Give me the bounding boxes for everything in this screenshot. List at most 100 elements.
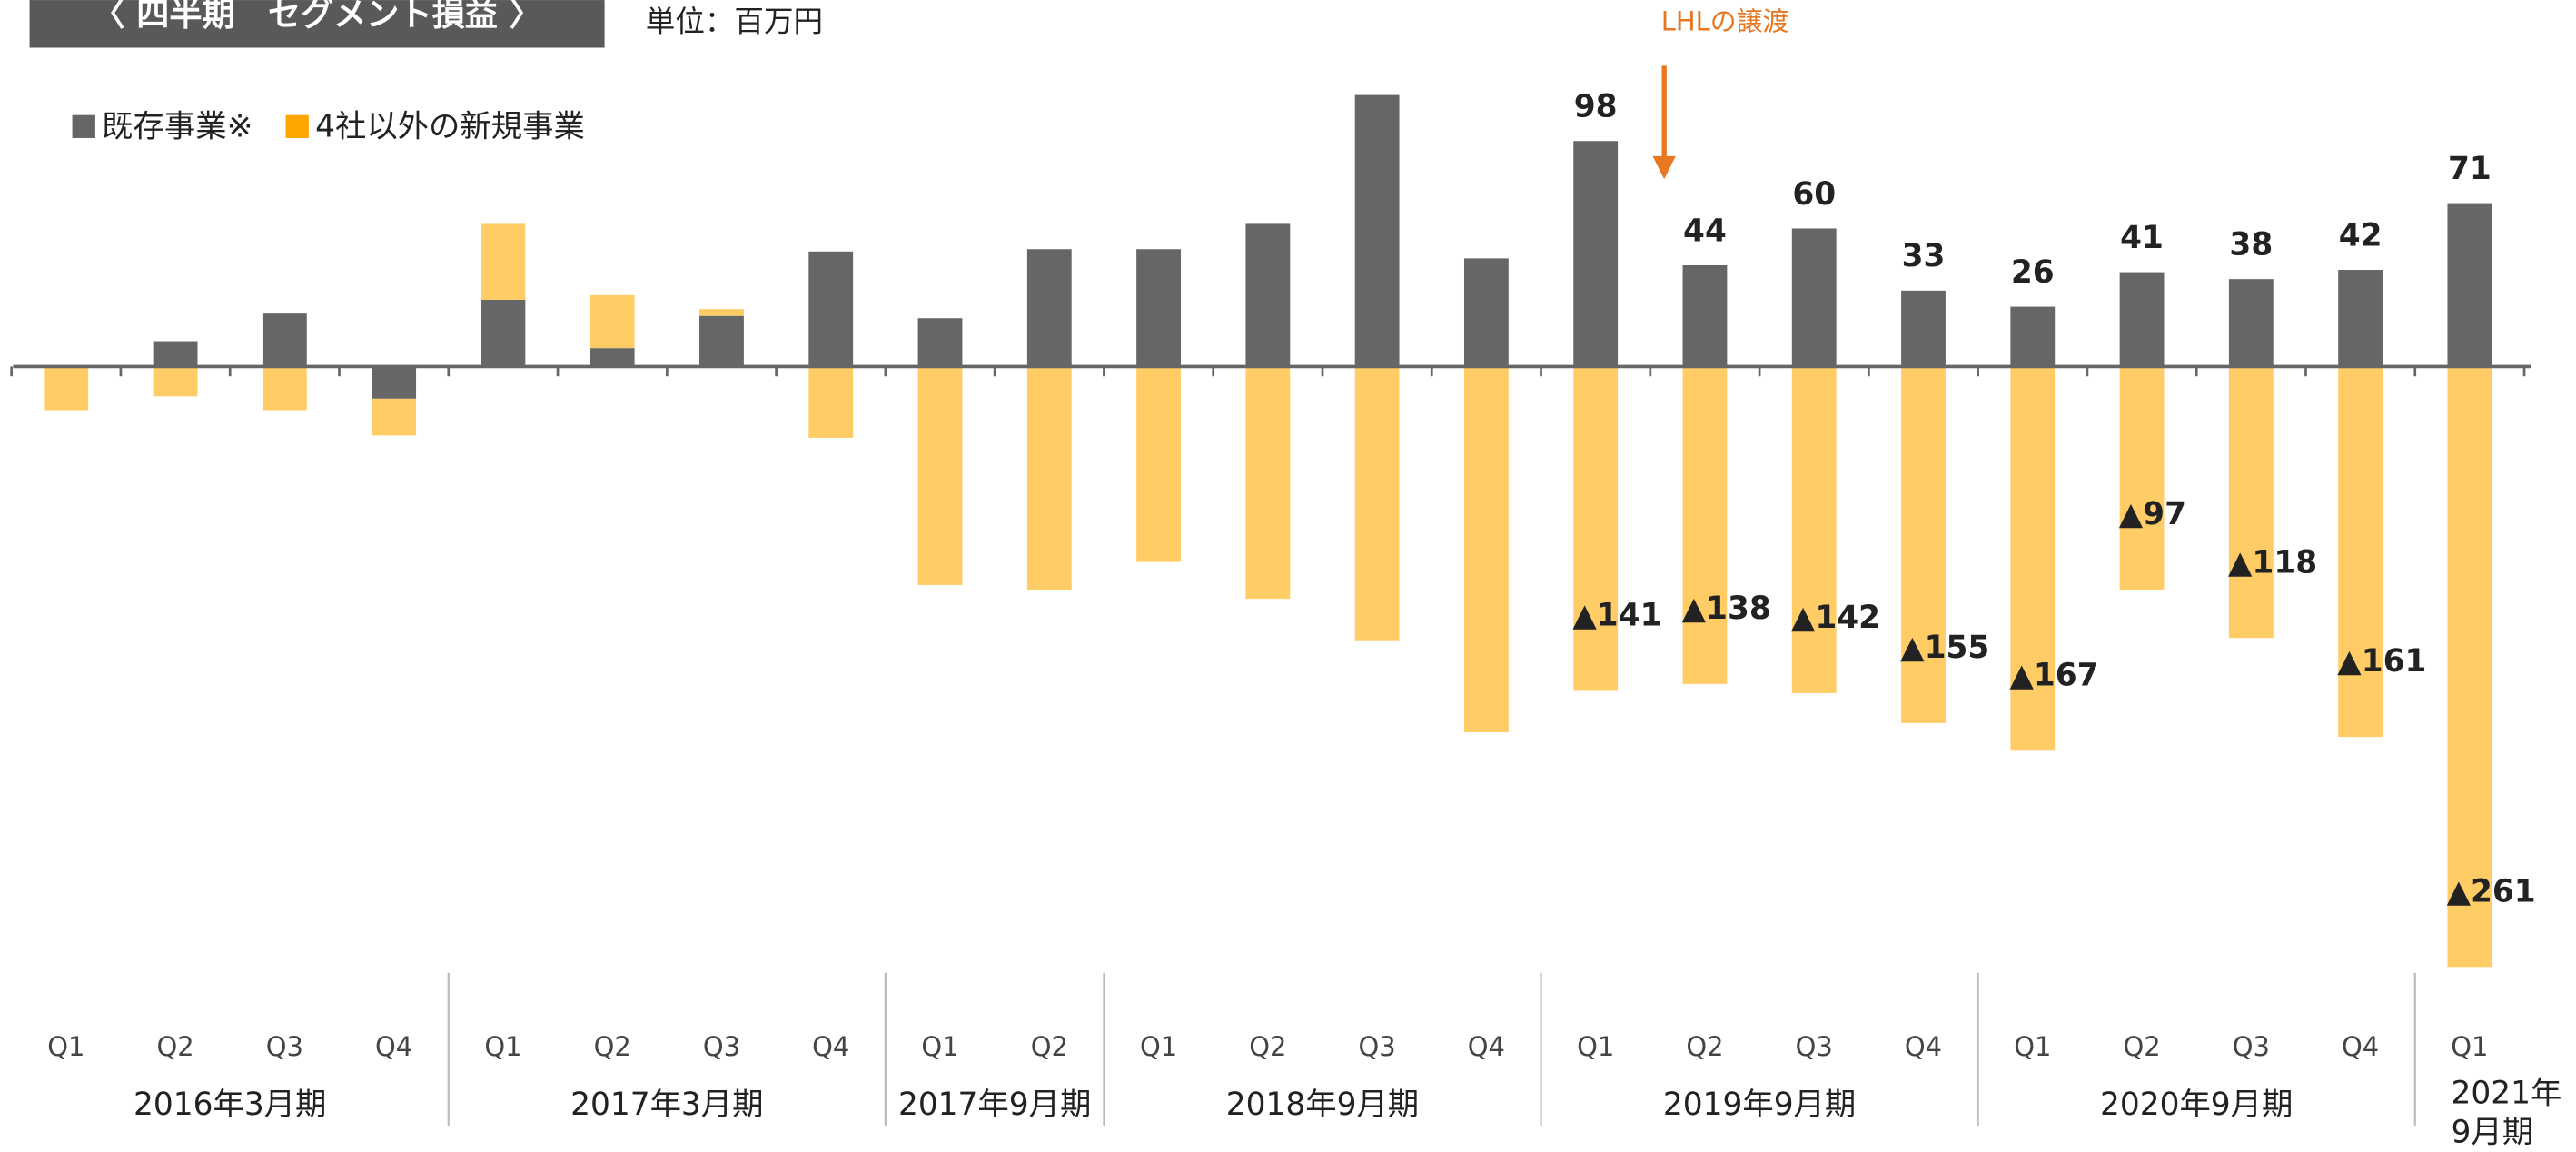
value-label: ▲161 bbox=[2337, 643, 2426, 680]
x-tick-label: Q3 bbox=[703, 1031, 740, 1062]
x-tick-label: Q1 bbox=[2014, 1031, 2051, 1062]
x-tick-label: Q4 bbox=[375, 1031, 412, 1062]
bar bbox=[44, 366, 89, 411]
x-tick-label: Q4 bbox=[2342, 1031, 2379, 1062]
x-tick-label: Q3 bbox=[1359, 1031, 1396, 1062]
x-tick-label: Q1 bbox=[2451, 1031, 2488, 1062]
bar bbox=[2338, 270, 2383, 367]
bar bbox=[1245, 223, 1291, 367]
chart-title: 〈 四半期 セグメント損益 〉 bbox=[92, 0, 541, 34]
x-tick-label: Q1 bbox=[1140, 1031, 1177, 1062]
bar bbox=[1573, 141, 1619, 367]
value-label: ▲118 bbox=[2228, 544, 2317, 581]
value-label: 98 bbox=[1574, 89, 1618, 125]
value-label: ▲167 bbox=[2009, 657, 2098, 693]
bar bbox=[1573, 366, 1619, 691]
x-tick-label: Q2 bbox=[594, 1031, 631, 1062]
bar bbox=[1245, 366, 1291, 600]
group-label: 2016年3月期 bbox=[134, 1087, 326, 1123]
x-tick-label: Q3 bbox=[1796, 1031, 1833, 1062]
value-label: ▲261 bbox=[2447, 873, 2536, 909]
bar bbox=[699, 315, 744, 367]
bar bbox=[699, 309, 744, 316]
x-tick-label: Q2 bbox=[1031, 1031, 1068, 1062]
value-label: 41 bbox=[2120, 220, 2164, 256]
x-tick-label: Q1 bbox=[47, 1031, 84, 1062]
bar bbox=[1901, 366, 1946, 723]
bar bbox=[917, 366, 963, 585]
annotation-arrowhead bbox=[1652, 155, 1676, 180]
group-label: 2018年9月期 bbox=[1226, 1087, 1419, 1123]
bar bbox=[1463, 258, 1509, 367]
group-label: 2017年9月期 bbox=[898, 1087, 1091, 1123]
bar bbox=[590, 294, 635, 349]
x-tick-label: Q4 bbox=[1468, 1031, 1505, 1062]
bar bbox=[1901, 290, 1946, 367]
legend-label: 4社以外の新規事業 bbox=[315, 109, 585, 145]
bar bbox=[2119, 366, 2165, 591]
subtitle: 単位：百万円 bbox=[646, 4, 823, 38]
bar bbox=[2228, 366, 2274, 639]
bar bbox=[2338, 366, 2383, 738]
bar bbox=[1136, 366, 1181, 562]
bar bbox=[2447, 366, 2492, 968]
bar bbox=[1791, 366, 1837, 693]
x-tick-label: Q3 bbox=[266, 1031, 303, 1062]
bar bbox=[1682, 264, 1728, 367]
x-tick-label: Q1 bbox=[921, 1031, 958, 1062]
bar bbox=[1354, 94, 1400, 367]
group-label: 2020年9月期 bbox=[2100, 1087, 2293, 1123]
bar bbox=[153, 341, 198, 367]
value-label: 42 bbox=[2339, 217, 2383, 253]
bar bbox=[2010, 366, 2056, 751]
bar bbox=[481, 223, 526, 300]
value-label: 60 bbox=[1792, 176, 1836, 213]
bar bbox=[1354, 366, 1400, 641]
value-label: 38 bbox=[2229, 226, 2273, 263]
bar bbox=[1682, 366, 1728, 684]
title-box bbox=[29, 0, 605, 48]
bar bbox=[372, 398, 417, 436]
annotation: LHLの譲渡 bbox=[1661, 5, 1789, 36]
bar bbox=[262, 313, 307, 367]
value-label: ▲138 bbox=[1682, 591, 1771, 627]
bar bbox=[153, 366, 198, 397]
x-tick-label: Q4 bbox=[1905, 1031, 1942, 1062]
value-label: 26 bbox=[2011, 254, 2055, 291]
legend-swatch bbox=[285, 114, 309, 138]
legend-swatch bbox=[72, 114, 95, 138]
x-tick-label: Q2 bbox=[156, 1031, 193, 1062]
x-tick-label: Q2 bbox=[1686, 1031, 1723, 1062]
bar bbox=[372, 366, 417, 399]
x-tick-label: Q3 bbox=[2233, 1031, 2270, 1062]
x-tick-label: Q2 bbox=[2123, 1031, 2160, 1062]
legend-label: 既存事業※ bbox=[102, 109, 253, 145]
bar bbox=[1136, 249, 1181, 367]
bar bbox=[590, 348, 635, 367]
bar bbox=[2228, 279, 2274, 367]
bar bbox=[2119, 272, 2165, 367]
bar bbox=[808, 366, 854, 438]
x-tick-label: Q1 bbox=[1577, 1031, 1614, 1062]
group-label: 2017年3月期 bbox=[570, 1087, 763, 1123]
bar bbox=[262, 366, 307, 411]
value-label: 33 bbox=[1902, 238, 1946, 274]
value-label: 71 bbox=[2448, 151, 2492, 187]
bar bbox=[481, 299, 526, 367]
bar bbox=[2447, 203, 2492, 367]
x-tick-label: Q2 bbox=[1249, 1031, 1286, 1062]
x-tick-label: Q1 bbox=[484, 1031, 521, 1062]
bar bbox=[808, 251, 854, 367]
bar bbox=[2010, 306, 2056, 367]
value-label: ▲141 bbox=[1572, 598, 1661, 634]
bar bbox=[1791, 228, 1837, 367]
bar bbox=[917, 318, 963, 367]
bar bbox=[1026, 249, 1072, 367]
x-tick-label: Q4 bbox=[812, 1031, 849, 1062]
bar bbox=[1026, 366, 1072, 591]
value-label: ▲142 bbox=[1791, 600, 1880, 636]
group-label: 2021年 9月期 bbox=[2452, 1075, 2562, 1150]
bar bbox=[1463, 366, 1509, 733]
value-label: 44 bbox=[1683, 213, 1727, 249]
